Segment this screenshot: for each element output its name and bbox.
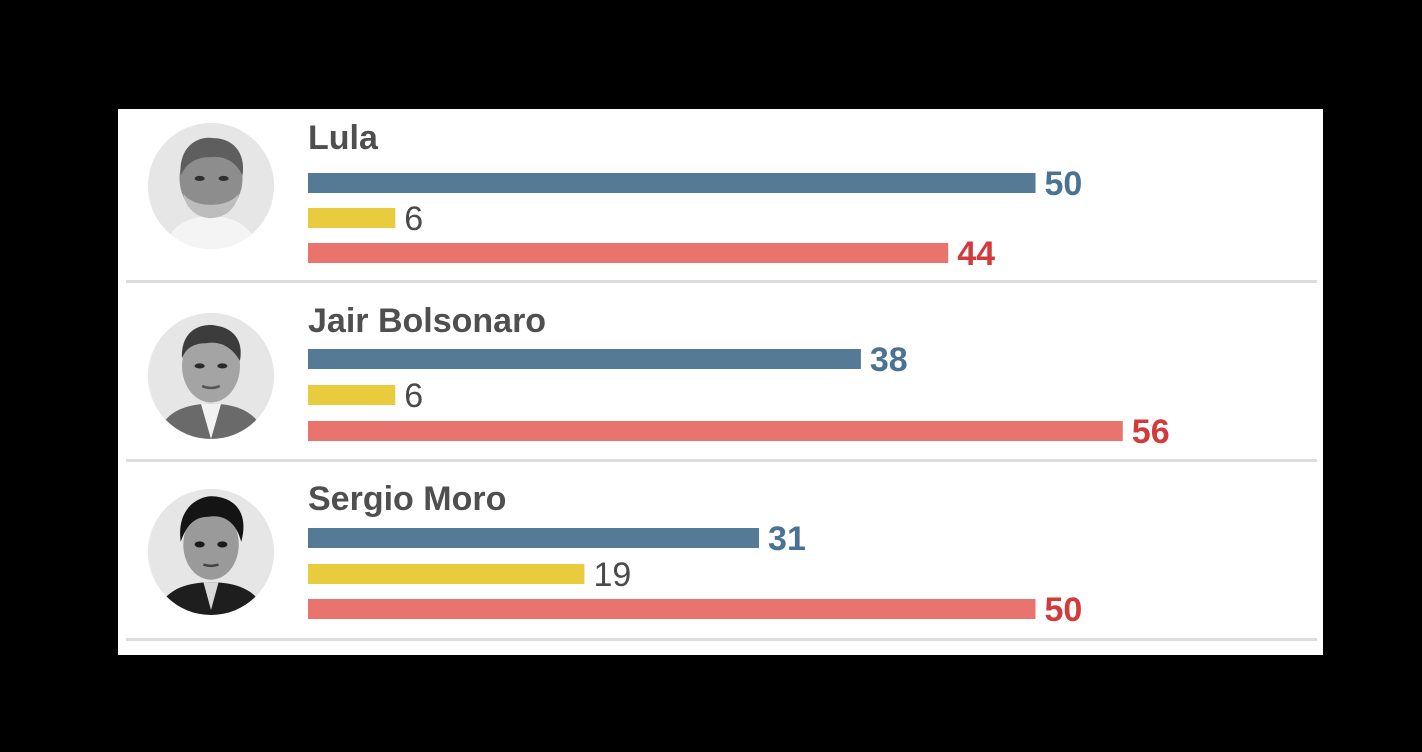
candidate-name: Sergio Moro [308,480,507,518]
candidate-name: Lula [308,119,378,157]
bar-value-label: 38 [870,341,908,379]
moro-portrait-icon [148,489,274,615]
bar-value-label: 31 [768,520,806,558]
bar-series-1 [308,349,861,369]
bar-value-label: 56 [1132,413,1170,451]
lula-portrait-icon [148,123,274,249]
bar-series-3 [308,599,1036,619]
bar-value-label: 44 [957,235,995,273]
bar-series-1 [308,173,1036,193]
bar-series-3 [308,243,949,263]
row-divider [126,280,1317,283]
row-divider [126,638,1317,641]
bar-series-2 [308,385,396,405]
bar-value-label: 6 [404,200,423,238]
bar-series-3 [308,421,1123,441]
bar-series-2 [308,208,396,228]
bar-value-label: 19 [593,556,631,594]
bar-value-label: 50 [1045,165,1083,203]
chart-panel: Lula Jair Bolsonaro Sergio Moro [118,109,1323,655]
bar-value-label: 6 [404,377,423,415]
bars-svg: 50 6 44 38 6 56 31 19 50 [308,165,1170,629]
bar-value-label: 50 [1045,591,1083,629]
candidate-name: Jair Bolsonaro [308,302,547,340]
bar-series-2 [308,564,585,584]
row-divider [126,459,1317,462]
bolsonaro-portrait-icon [148,313,274,439]
bar-series-1 [308,528,760,548]
